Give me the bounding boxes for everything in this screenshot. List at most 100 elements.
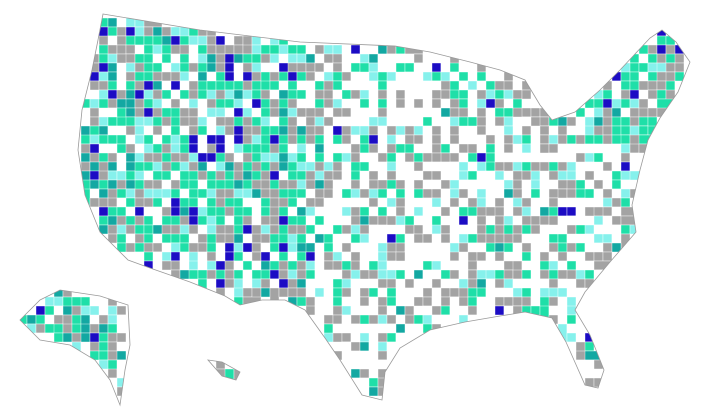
county [440, 98, 451, 109]
county [539, 269, 550, 280]
county [422, 215, 433, 226]
county [350, 341, 361, 352]
county [368, 350, 379, 361]
county [260, 269, 271, 280]
county [224, 161, 235, 172]
county [161, 143, 172, 154]
county [620, 161, 631, 172]
county [593, 251, 604, 262]
county [656, 35, 667, 46]
county [368, 215, 379, 226]
county [125, 98, 136, 109]
county [395, 179, 406, 190]
county [188, 62, 199, 73]
county [413, 305, 424, 316]
county [422, 260, 433, 271]
county [431, 296, 442, 307]
county [332, 179, 343, 190]
county [485, 179, 496, 190]
county [341, 206, 352, 217]
county [638, 125, 649, 136]
county [404, 80, 415, 91]
county [386, 332, 397, 343]
county [116, 206, 127, 217]
county [341, 233, 352, 244]
county [458, 134, 469, 145]
county [512, 242, 523, 253]
county [440, 143, 451, 154]
county [233, 242, 244, 253]
county [476, 152, 487, 163]
county [161, 179, 172, 190]
county [242, 233, 253, 244]
county [53, 323, 64, 334]
county [251, 125, 262, 136]
county [593, 161, 604, 172]
county [620, 71, 631, 82]
county [512, 233, 523, 244]
county [341, 107, 352, 118]
county [368, 269, 379, 280]
county [494, 107, 505, 118]
county [656, 89, 667, 100]
county [341, 80, 352, 91]
county [431, 80, 442, 91]
county [584, 260, 595, 271]
county [224, 287, 235, 298]
county [359, 359, 370, 370]
county [566, 215, 577, 226]
county [395, 143, 406, 154]
county [395, 170, 406, 181]
county [215, 170, 226, 181]
county [341, 152, 352, 163]
county [386, 116, 397, 127]
county [404, 251, 415, 262]
county [125, 35, 136, 46]
county [233, 197, 244, 208]
county [476, 287, 487, 298]
county [377, 278, 388, 289]
county [386, 269, 397, 280]
county [422, 152, 433, 163]
county [215, 242, 226, 253]
county [413, 125, 424, 136]
county [98, 314, 109, 325]
county [341, 116, 352, 127]
county [80, 134, 91, 145]
county [278, 125, 289, 136]
county [350, 170, 361, 181]
county [215, 62, 226, 73]
county [242, 287, 253, 298]
county [242, 53, 253, 64]
county [296, 251, 307, 262]
county [530, 152, 541, 163]
county [503, 179, 514, 190]
county [206, 197, 217, 208]
county [494, 296, 505, 307]
county [206, 53, 217, 64]
county [287, 188, 298, 199]
county [161, 197, 172, 208]
county [611, 161, 622, 172]
county [305, 125, 316, 136]
county [332, 161, 343, 172]
county [458, 224, 469, 235]
county [647, 44, 658, 55]
county [467, 206, 478, 217]
county [305, 215, 316, 226]
county [242, 251, 253, 262]
county [377, 134, 388, 145]
county [377, 152, 388, 163]
county [170, 53, 181, 64]
county [368, 80, 379, 91]
county [620, 98, 631, 109]
county [485, 143, 496, 154]
county [548, 161, 559, 172]
county [224, 53, 235, 64]
county [134, 224, 145, 235]
county [224, 98, 235, 109]
county [575, 260, 586, 271]
county [62, 305, 73, 316]
county [341, 269, 352, 280]
county [125, 188, 136, 199]
